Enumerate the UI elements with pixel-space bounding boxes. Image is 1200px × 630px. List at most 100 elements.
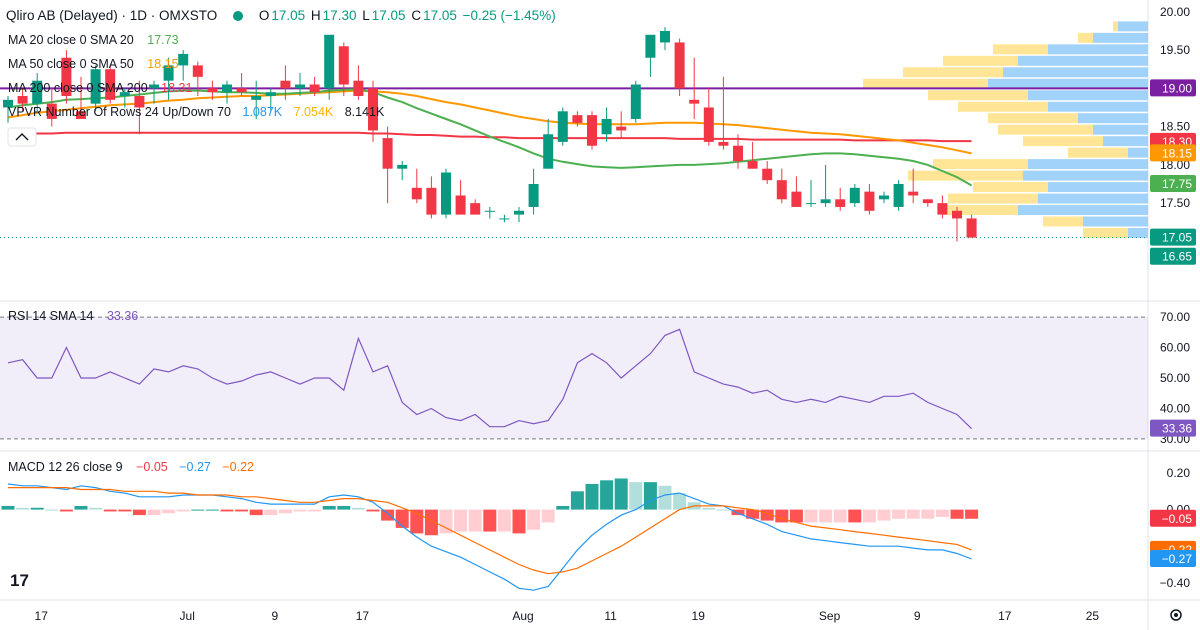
candle-body — [309, 84, 320, 93]
macd-hist-bar — [716, 509, 730, 511]
tradingview-logo: 17 — [6, 566, 40, 592]
macd-tick-label: −0.40 — [1160, 576, 1191, 590]
macd-hist-bar — [673, 493, 687, 510]
candle-body — [90, 69, 101, 104]
rsi-tick-label: 70.00 — [1160, 310, 1190, 324]
candle-body — [251, 96, 262, 100]
rsi-legend[interactable]: RSI 14 SMA 14 33.36 — [8, 309, 139, 323]
candle-body — [441, 172, 451, 215]
macd-hist-bar — [249, 509, 263, 516]
macd-hist-bar — [512, 509, 526, 534]
candle-body — [338, 46, 349, 85]
collapse-legend-button[interactable] — [7, 127, 37, 147]
vpvr-legend[interactable]: VPVR Number Of Rows 24 Up/Down 70 1.087K… — [8, 105, 385, 119]
macd-hist-bar — [264, 509, 278, 516]
ma200-legend[interactable]: MA 200 close 0 SMA 200 18.31 — [8, 81, 193, 95]
candle-body — [806, 203, 816, 205]
vp-down-bar — [1068, 147, 1128, 158]
candle-body — [484, 210, 495, 212]
macd-hist-bar — [862, 509, 876, 523]
vp-down-bar — [943, 205, 1018, 216]
macd-hist-bar — [118, 509, 132, 512]
vp-down-bar — [1023, 136, 1103, 147]
macd-hist-bar — [833, 509, 847, 523]
macd-hist-bar — [629, 482, 643, 510]
macd-badge-bg — [1150, 550, 1196, 568]
macd-hist-bar — [570, 491, 584, 510]
macd-hist-bar — [103, 509, 117, 512]
candle-body — [280, 80, 291, 89]
candle-body — [368, 88, 378, 131]
macd-legend[interactable]: MACD 12 26 close 9 −0.05 −0.27 −0.22 — [8, 460, 255, 474]
vp-up-bar — [1018, 205, 1148, 216]
candle-body — [17, 96, 28, 104]
macd-hist-bar — [308, 509, 322, 512]
candle-body — [178, 53, 189, 66]
macd-hist-bar — [906, 509, 920, 519]
macd-hist-bar — [278, 509, 292, 514]
candle-body — [864, 191, 875, 211]
macd-histogram — [1, 478, 979, 536]
macd-hist-bar — [848, 509, 862, 523]
vp-down-bar — [1113, 21, 1118, 32]
candle-body — [470, 203, 481, 215]
rsi-value: 33.36 — [106, 309, 139, 323]
vp-down-bar — [933, 159, 1028, 170]
vp-down-bar — [943, 55, 1018, 66]
candle-body — [616, 126, 627, 131]
candle-body — [514, 210, 524, 215]
candle-body — [879, 195, 889, 200]
ma200-value: 18.31 — [161, 81, 193, 95]
vp-down-bar — [1043, 216, 1083, 227]
candle-body — [791, 191, 802, 207]
low-value: 17.05 — [371, 8, 406, 23]
candle-body — [660, 30, 670, 43]
time-tick-label: Aug — [512, 609, 533, 623]
price-badge-bg — [1150, 247, 1196, 265]
macd-hist-bar — [935, 509, 949, 517]
candle-body — [134, 96, 145, 108]
rsi-tick-label: 50.00 — [1160, 371, 1190, 385]
ma20-legend[interactable]: MA 20 close 0 SMA 20 17.73 — [8, 33, 179, 47]
rsi-tick-label: 60.00 — [1160, 341, 1190, 355]
macd-hist-bar — [395, 509, 409, 528]
price-tick-label: 17.50 — [1160, 196, 1190, 210]
candle-body — [105, 69, 116, 100]
vp-up-bar — [1023, 170, 1148, 181]
ma20-value: 17.73 — [147, 33, 179, 47]
macd-hist-bar — [556, 505, 570, 510]
price-candles — [3, 27, 977, 242]
vp-down-bar — [998, 124, 1093, 135]
candle-body — [324, 34, 335, 89]
ma20-line — [7, 88, 973, 187]
macd-hist-bar — [381, 509, 395, 521]
candle-body — [32, 80, 43, 104]
macd-hist-bar — [746, 509, 760, 519]
vp-down-bar — [863, 78, 988, 89]
macd-hist-bar — [322, 505, 336, 510]
vp-down-bar — [1078, 32, 1093, 43]
macd-hist-bar — [658, 485, 672, 510]
macd-hist-bar — [877, 509, 891, 521]
rsi-band — [0, 316, 1148, 440]
symbol-title[interactable]: Qliro AB (Delayed) · 1D · OMXSTO — [6, 8, 218, 23]
candle-body — [820, 199, 831, 204]
candle-body — [922, 199, 933, 204]
vp-down-bar — [1083, 228, 1128, 238]
macd-hist-bar — [1, 505, 15, 510]
macd-hist-bar — [89, 507, 103, 510]
candle-body — [222, 84, 232, 93]
vp-up-bar — [1093, 32, 1148, 43]
vp-up-bar — [1028, 90, 1148, 101]
vp-down-bar — [908, 170, 1023, 181]
settings-gear-icon[interactable] — [1170, 609, 1182, 621]
macd-signal-line — [8, 487, 972, 575]
change-value: −0.25 (−1.45%) — [462, 8, 556, 23]
candle-body — [455, 195, 466, 215]
candle-body — [703, 107, 714, 142]
time-tick-label: Jul — [180, 609, 195, 623]
macd-hist-bar — [439, 509, 453, 534]
ma50-legend[interactable]: MA 50 close 0 SMA 50 18.15 — [8, 57, 179, 71]
price-tick-label: 20.00 — [1160, 5, 1190, 19]
